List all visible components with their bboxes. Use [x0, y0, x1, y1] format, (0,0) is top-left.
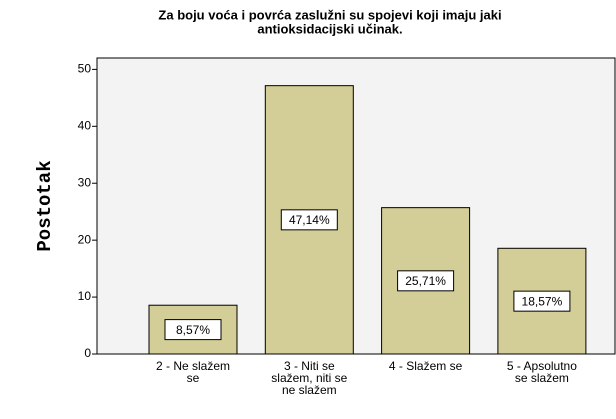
y-tick-label: 10: [78, 289, 92, 303]
y-tick-label: 40: [78, 118, 92, 132]
value-label-box: [513, 290, 571, 312]
value-label-box: [164, 319, 222, 341]
y-axis-label: Postotak: [34, 160, 56, 251]
value-label: 8,57%: [176, 323, 210, 337]
y-tick-label: 0: [84, 346, 91, 360]
value-label-box: [397, 270, 455, 292]
y-tick-label: 30: [78, 175, 92, 189]
x-tick-label: 2 - Ne slažem: [156, 359, 230, 373]
value-label: 18,57%: [522, 294, 563, 308]
y-tick-label: 50: [78, 62, 92, 76]
chart-title: Za boju voća i povrća zaslužni su spojev…: [158, 7, 501, 22]
chart-title: antioksidacijski učinak.: [257, 21, 402, 36]
x-tick-label: 4 - Slažem se: [389, 359, 463, 373]
x-tick-label: se slažem: [515, 371, 569, 385]
value-label: 25,71%: [405, 274, 446, 288]
value-label: 47,14%: [289, 213, 330, 227]
value-label-box: [280, 209, 338, 231]
x-tick-label: 5 - Apsolutno: [507, 359, 577, 373]
x-tick-label: se: [187, 371, 200, 385]
x-tick-label: slažem, niti se: [271, 371, 347, 385]
x-tick-label: ne slažem: [282, 383, 337, 397]
y-tick-label: 20: [78, 232, 92, 246]
x-tick-label: 3 - Niti se: [284, 359, 335, 373]
